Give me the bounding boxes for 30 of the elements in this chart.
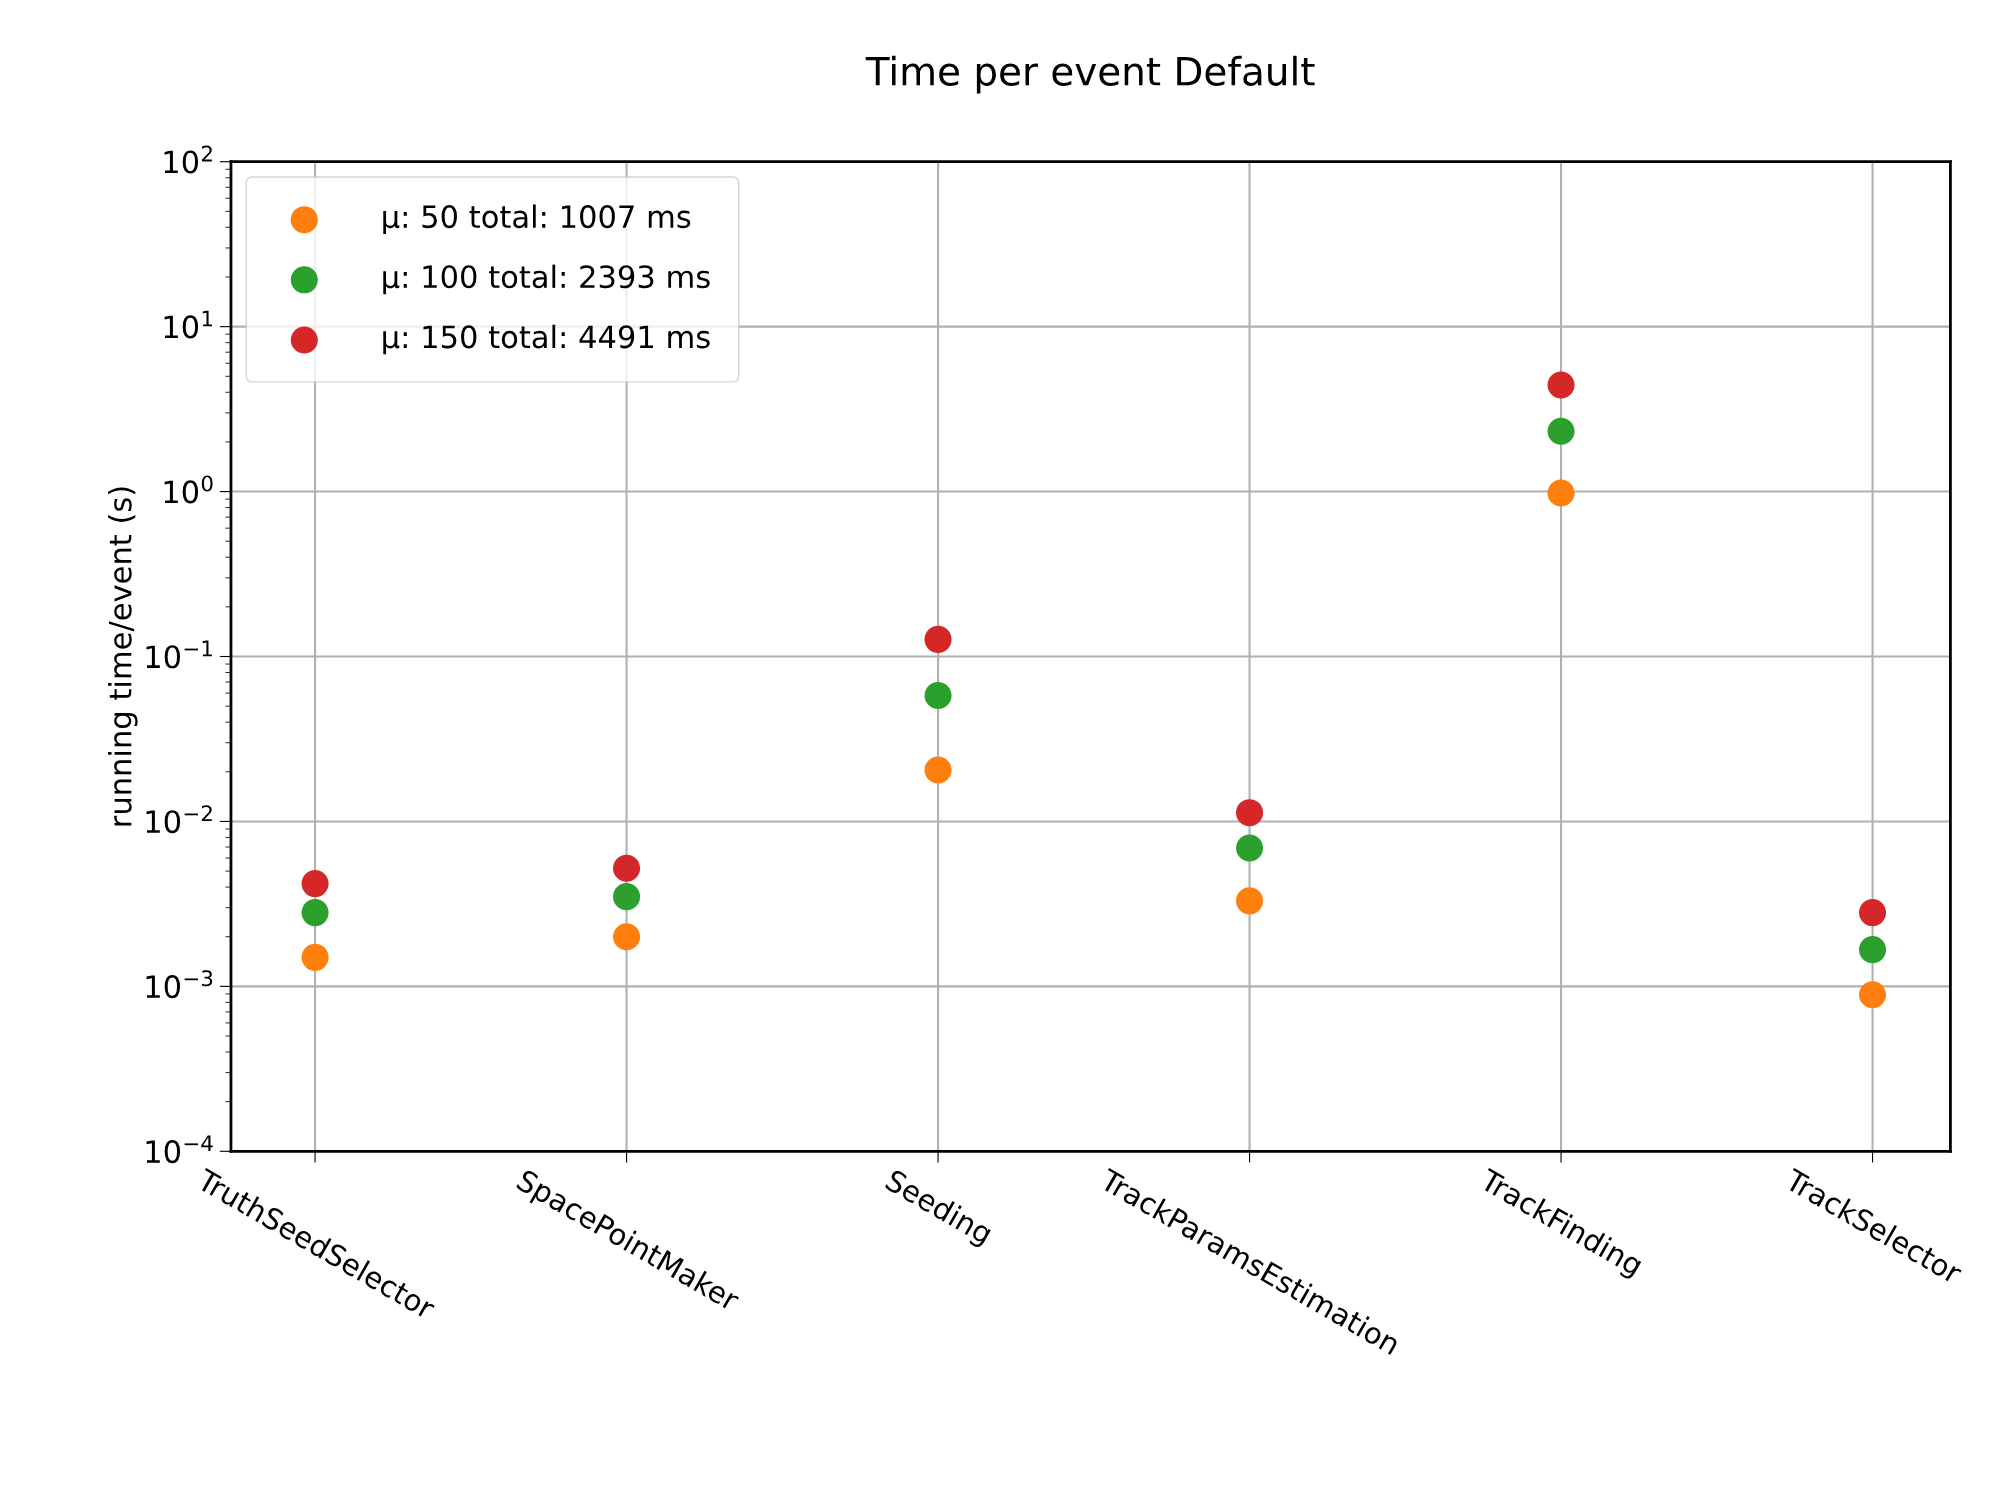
point	[1236, 799, 1264, 827]
legend-label: μ: 50 total: 1007 ms	[383, 204, 691, 235]
point	[1547, 417, 1575, 445]
y-tick-label: 10$^{−4}$	[146, 1135, 213, 1164]
y-tick-label: 10$^{−2}$	[146, 805, 212, 834]
point	[1547, 479, 1575, 507]
chart-title: Time per event Default	[865, 55, 1315, 94]
point	[1859, 899, 1887, 927]
legend-label: μ: 150 total: 4491 ms	[383, 324, 710, 355]
point	[924, 756, 952, 784]
point	[301, 899, 329, 927]
y-tick-label: 10$^{1}$	[164, 310, 213, 339]
legend-label: μ: 100 total: 2393 ms	[383, 264, 710, 295]
point	[301, 943, 329, 971]
y-tick-label: 10$^{0}$	[164, 475, 213, 504]
point	[1236, 887, 1264, 915]
point	[1859, 981, 1887, 1009]
point	[924, 681, 952, 710]
point	[1236, 834, 1264, 862]
point	[301, 870, 329, 898]
y-tick-label: 10$^{−3}$	[146, 970, 213, 999]
point	[924, 625, 952, 653]
point	[613, 883, 641, 911]
y-tick-label: 10$^{2}$	[164, 145, 212, 174]
point	[613, 923, 641, 951]
y-tick-label: 10$^{−1}$	[146, 640, 212, 669]
point	[1859, 936, 1887, 964]
point	[613, 854, 641, 882]
point	[1547, 371, 1575, 399]
y-axis-title: running time/event (s)	[108, 487, 138, 826]
